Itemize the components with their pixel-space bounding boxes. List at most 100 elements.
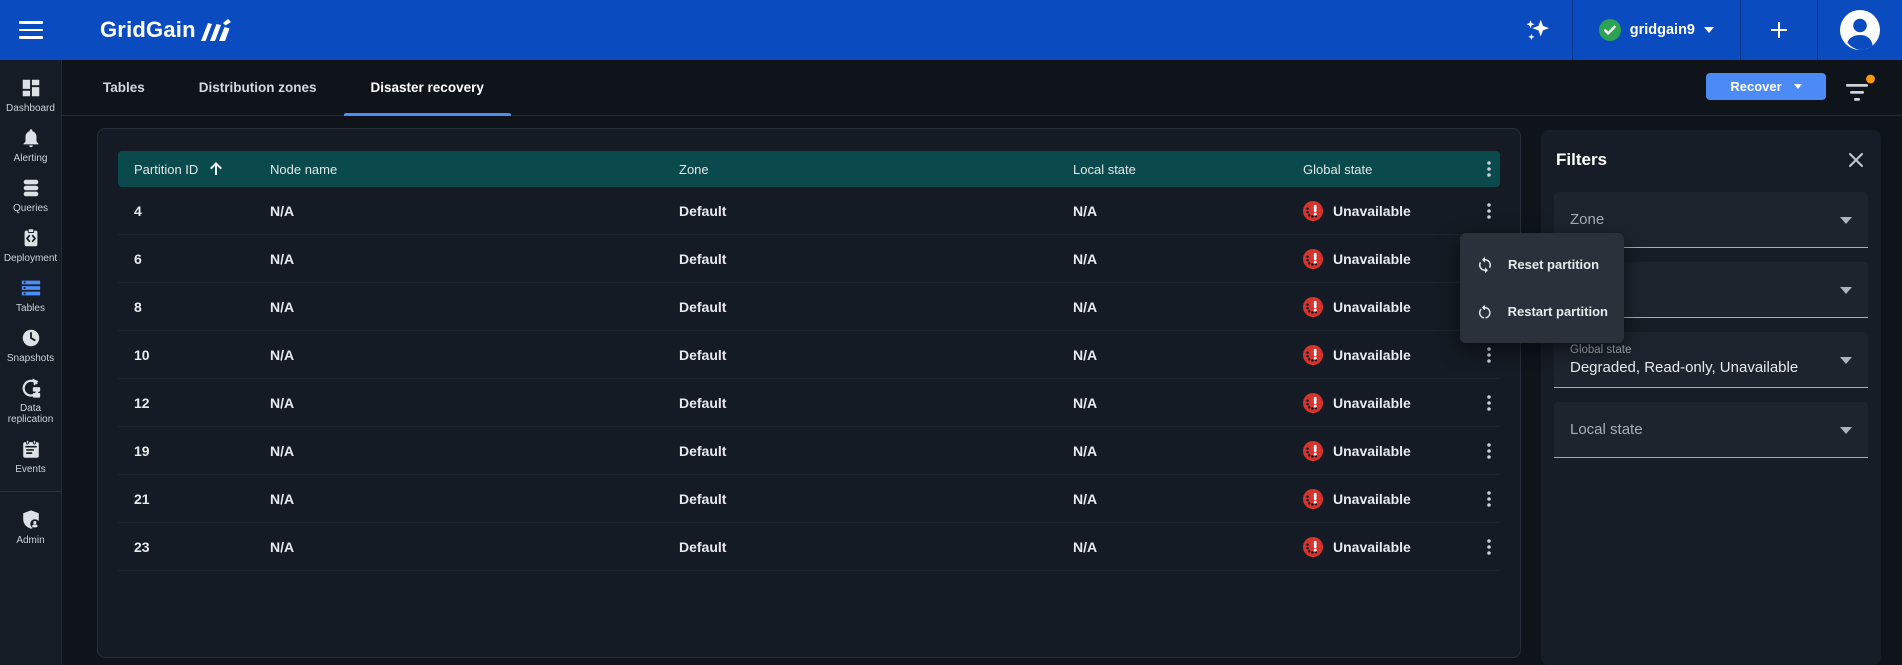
unavailable-status-icon [1303,248,1323,269]
topbar-divider [1571,0,1573,60]
chevron-down-icon [1840,286,1852,294]
row-actions-context-menu: Reset partition Restart partition [1460,233,1624,343]
events-icon [20,438,42,460]
table-row: 12 N/A Default N/A Unavailable [118,379,1500,427]
cell-local-state: N/A [1073,298,1098,315]
cell-partition-id: 19 [134,442,150,459]
row-actions-kebab-icon[interactable] [1481,202,1497,220]
chevron-down-icon [1840,426,1852,434]
table-header-row: Partition ID Node name Zone Local state … [118,151,1500,187]
menu-item-restart-partition[interactable]: Restart partition [1460,288,1624,335]
row-actions-kebab-icon[interactable] [1481,538,1497,556]
snapshots-icon [20,327,42,349]
sidebar-item-events[interactable]: Events [0,431,62,481]
table-row: 6 N/A Default N/A Unavailable [118,235,1500,283]
filters-title: Filters [1556,150,1608,169]
column-header-zone[interactable]: Zone [679,161,709,177]
cell-zone: Default [679,538,727,555]
cell-global-state: Unavailable [1303,296,1481,317]
logo-mark-icon [200,15,234,45]
ai-assistant-button[interactable] [1502,0,1572,60]
sort-ascending-icon[interactable] [208,161,224,177]
cell-zone: Default [679,250,727,267]
sidebar-item-tables[interactable]: Tables [0,270,62,320]
sidebar-item-dashboard[interactable]: Dashboard [0,70,62,120]
row-actions-kebab-icon[interactable] [1481,394,1497,412]
tab-distribution-zones[interactable]: Distribution zones [198,80,317,95]
sidebar-item-snapshots[interactable]: Snapshots [0,320,62,370]
table-row: 19 N/A Default N/A Unavailable [118,427,1500,475]
filter-icon[interactable] [1842,74,1876,104]
row-actions-kebab-icon[interactable] [1481,346,1497,364]
column-header-partition-id[interactable]: Partition ID [134,161,270,177]
plus-icon [1768,19,1790,41]
topbar-divider [1817,0,1818,60]
cell-node-name: N/A [270,346,295,363]
chevron-down-icon [1840,216,1852,224]
recover-button-label: Recover [1730,79,1782,94]
cell-node-name: N/A [270,250,295,267]
avatar [1840,10,1880,50]
filter-field-local-state[interactable]: Local state [1554,402,1868,458]
unavailable-status-icon [1303,536,1323,557]
cluster-name: gridgain9 [1629,22,1695,38]
cell-zone: Default [679,490,727,507]
restart-icon [1476,303,1494,321]
sidebar-item-deployment[interactable]: Deployment [0,220,62,270]
cell-zone: Default [679,202,727,219]
cluster-selector[interactable]: gridgain9 [1573,0,1740,60]
menu-item-reset-partition[interactable]: Reset partition [1460,241,1624,288]
table-row: 23 N/A Default N/A Unavailable [118,523,1500,571]
cluster-ok-check-icon [1598,19,1621,41]
cell-global-state: Unavailable [1303,488,1481,509]
table-row: 21 N/A Default N/A Unavailable [118,475,1500,523]
unavailable-status-icon [1303,392,1323,413]
table-row: 10 N/A Default N/A Unavailable [118,331,1500,379]
sidebar-item-data-replication[interactable]: Data replication [0,370,62,431]
close-icon[interactable] [1847,151,1865,169]
app-logo[interactable]: GridGain [100,15,234,45]
column-header-node-name[interactable]: Node name [270,161,338,177]
deployment-icon [20,227,42,249]
cell-node-name: N/A [270,298,295,315]
column-header-local-state[interactable]: Local state [1073,161,1136,177]
sidebar-item-queries[interactable]: Queries [0,170,62,220]
cell-zone: Default [679,394,727,411]
row-actions-kebab-icon[interactable] [1481,490,1497,508]
cell-partition-id: 6 [134,250,142,267]
table-row: 4 N/A Default N/A Unavailable [118,187,1500,235]
cell-local-state: N/A [1073,346,1098,363]
table-body: 4 N/A Default N/A Unavailable 6 N/A Defa… [118,187,1500,571]
cell-local-state: N/A [1073,394,1098,411]
add-cluster-button[interactable] [1741,0,1817,60]
menu-icon[interactable] [19,21,43,39]
cell-partition-id: 23 [134,538,150,555]
cell-partition-id: 8 [134,298,142,315]
unavailable-status-icon [1303,344,1323,365]
sidebar-item-admin[interactable]: Admin [0,502,62,552]
unavailable-status-icon [1303,296,1323,317]
reset-icon [1476,256,1494,274]
chevron-down-icon [1840,356,1852,364]
sidebar: Dashboard Alerting Queries Deployment Ta… [0,60,62,665]
alerting-icon [20,127,42,149]
tab-disaster-recovery[interactable]: Disaster recovery [343,60,512,116]
cell-global-state: Unavailable [1303,344,1481,365]
filter-field-label: Local state [1570,421,1643,438]
queries-icon [20,177,42,199]
sidebar-item-alerting[interactable]: Alerting [0,120,62,170]
topbar-divider [1740,0,1741,60]
data-replication-icon [20,377,42,399]
filter-field-zone[interactable]: Zone [1554,192,1868,248]
tab-tables[interactable]: Tables [103,80,145,95]
cell-local-state: N/A [1073,538,1098,555]
cell-partition-id: 21 [134,490,150,507]
table-options-kebab-icon[interactable] [1481,160,1497,178]
column-header-global-state[interactable]: Global state [1303,161,1373,177]
row-actions-kebab-icon[interactable] [1481,442,1497,460]
cell-zone: Default [679,298,727,315]
cell-global-state: Unavailable [1303,440,1481,461]
tables-icon [20,277,42,299]
recover-button[interactable]: Recover [1706,73,1826,100]
user-account-button[interactable] [1818,0,1902,60]
